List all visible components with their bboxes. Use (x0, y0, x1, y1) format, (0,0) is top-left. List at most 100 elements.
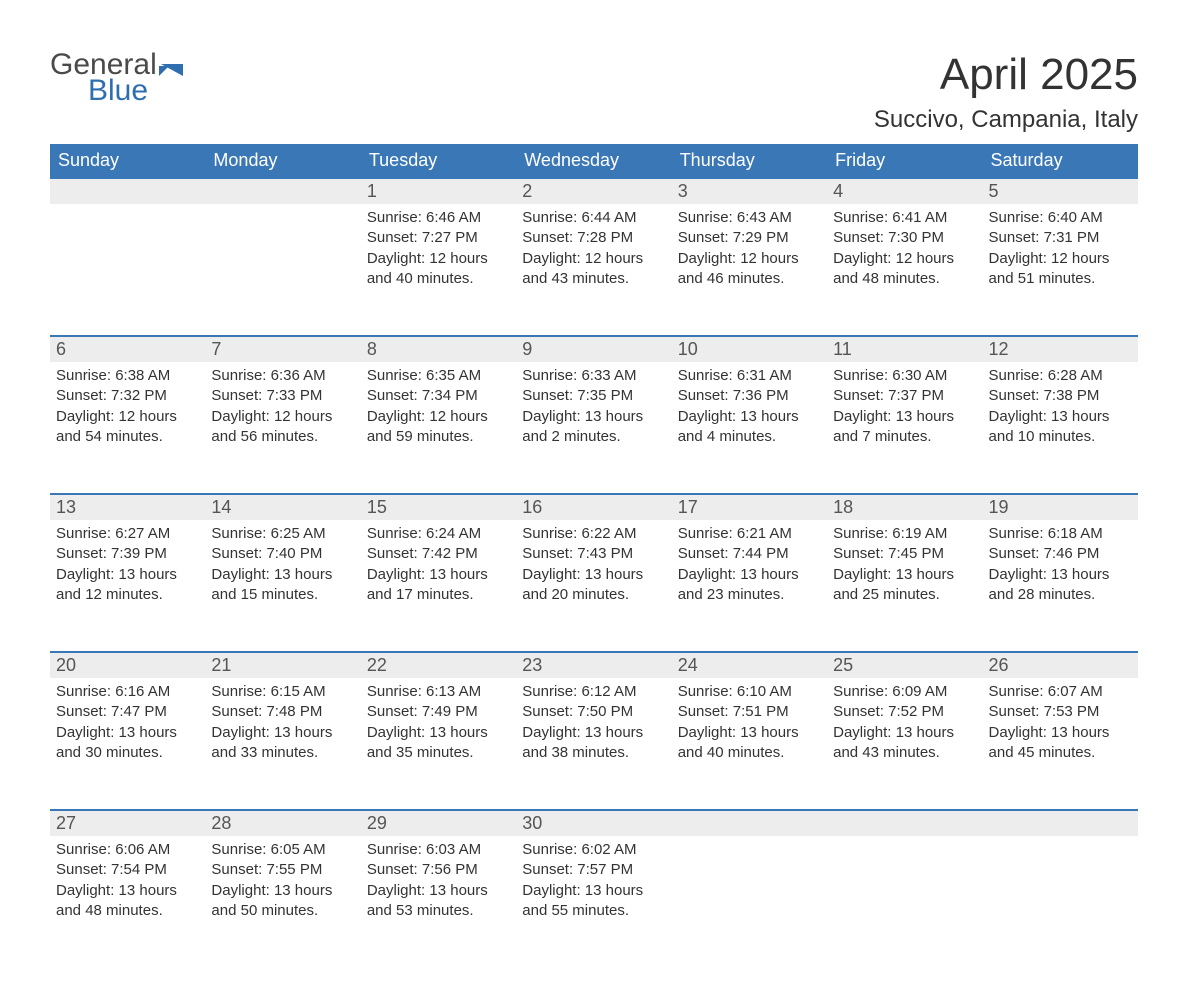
day-details-cell (983, 836, 1138, 968)
day-number: 26 (983, 653, 1138, 678)
day-number: 12 (983, 337, 1138, 362)
day-number: 5 (983, 179, 1138, 204)
day-number-cell: 20 (50, 652, 205, 678)
day-number-cell: 13 (50, 494, 205, 520)
day-number-cell: 4 (827, 178, 982, 204)
day-details-cell: Sunrise: 6:15 AMSunset: 7:48 PMDaylight:… (205, 678, 360, 810)
day-number-cell: 21 (205, 652, 360, 678)
weekday-header: Sunday (50, 144, 205, 178)
day-number: 8 (361, 337, 516, 362)
day-details-cell: Sunrise: 6:33 AMSunset: 7:35 PMDaylight:… (516, 362, 671, 494)
day-details-cell (672, 836, 827, 968)
day-details-cell: Sunrise: 6:30 AMSunset: 7:37 PMDaylight:… (827, 362, 982, 494)
logo-text-2: Blue (50, 76, 183, 106)
day-details-cell: Sunrise: 6:28 AMSunset: 7:38 PMDaylight:… (983, 362, 1138, 494)
day-details-cell: Sunrise: 6:12 AMSunset: 7:50 PMDaylight:… (516, 678, 671, 810)
day-number-cell: 22 (361, 652, 516, 678)
day-details: Sunrise: 6:40 AMSunset: 7:31 PMDaylight:… (983, 204, 1138, 303)
weekday-header: Monday (205, 144, 360, 178)
day-details-cell: Sunrise: 6:46 AMSunset: 7:27 PMDaylight:… (361, 204, 516, 336)
day-number-cell: 12 (983, 336, 1138, 362)
day-number-cell: 19 (983, 494, 1138, 520)
day-details: Sunrise: 6:06 AMSunset: 7:54 PMDaylight:… (50, 836, 205, 935)
day-details-cell: Sunrise: 6:16 AMSunset: 7:47 PMDaylight:… (50, 678, 205, 810)
day-details: Sunrise: 6:10 AMSunset: 7:51 PMDaylight:… (672, 678, 827, 777)
day-number-cell: 15 (361, 494, 516, 520)
day-details-cell: Sunrise: 6:09 AMSunset: 7:52 PMDaylight:… (827, 678, 982, 810)
day-number-cell: 23 (516, 652, 671, 678)
day-details-cell: Sunrise: 6:06 AMSunset: 7:54 PMDaylight:… (50, 836, 205, 968)
day-details-cell: Sunrise: 6:05 AMSunset: 7:55 PMDaylight:… (205, 836, 360, 968)
day-details: Sunrise: 6:46 AMSunset: 7:27 PMDaylight:… (361, 204, 516, 303)
day-number: 21 (205, 653, 360, 678)
day-number: 10 (672, 337, 827, 362)
day-details: Sunrise: 6:03 AMSunset: 7:56 PMDaylight:… (361, 836, 516, 935)
day-details-cell (205, 204, 360, 336)
day-details: Sunrise: 6:36 AMSunset: 7:33 PMDaylight:… (205, 362, 360, 461)
day-number: 13 (50, 495, 205, 520)
day-number-cell: 10 (672, 336, 827, 362)
day-details-cell: Sunrise: 6:21 AMSunset: 7:44 PMDaylight:… (672, 520, 827, 652)
day-details-cell: Sunrise: 6:18 AMSunset: 7:46 PMDaylight:… (983, 520, 1138, 652)
day-details: Sunrise: 6:31 AMSunset: 7:36 PMDaylight:… (672, 362, 827, 461)
day-details: Sunrise: 6:33 AMSunset: 7:35 PMDaylight:… (516, 362, 671, 461)
day-details: Sunrise: 6:43 AMSunset: 7:29 PMDaylight:… (672, 204, 827, 303)
day-number: 18 (827, 495, 982, 520)
day-details: Sunrise: 6:09 AMSunset: 7:52 PMDaylight:… (827, 678, 982, 777)
day-number: 29 (361, 811, 516, 836)
day-details-cell: Sunrise: 6:40 AMSunset: 7:31 PMDaylight:… (983, 204, 1138, 336)
day-details: Sunrise: 6:38 AMSunset: 7:32 PMDaylight:… (50, 362, 205, 461)
day-number-cell: 2 (516, 178, 671, 204)
month-title: April 2025 (874, 50, 1138, 100)
day-number-cell: 30 (516, 810, 671, 836)
day-details: Sunrise: 6:21 AMSunset: 7:44 PMDaylight:… (672, 520, 827, 619)
header: General Blue April 2025 Succivo, Campani… (50, 50, 1138, 134)
day-details-cell: Sunrise: 6:31 AMSunset: 7:36 PMDaylight:… (672, 362, 827, 494)
weekday-header: Tuesday (361, 144, 516, 178)
day-number: 23 (516, 653, 671, 678)
day-number: 11 (827, 337, 982, 362)
day-details: Sunrise: 6:05 AMSunset: 7:55 PMDaylight:… (205, 836, 360, 935)
day-details-cell: Sunrise: 6:38 AMSunset: 7:32 PMDaylight:… (50, 362, 205, 494)
day-details-cell: Sunrise: 6:35 AMSunset: 7:34 PMDaylight:… (361, 362, 516, 494)
day-number-cell: 18 (827, 494, 982, 520)
calendar-header-row: SundayMondayTuesdayWednesdayThursdayFrid… (50, 144, 1138, 178)
day-number-cell: 17 (672, 494, 827, 520)
logo-flag-icon (159, 58, 183, 76)
day-number-cell: 11 (827, 336, 982, 362)
day-number: 3 (672, 179, 827, 204)
day-details: Sunrise: 6:12 AMSunset: 7:50 PMDaylight:… (516, 678, 671, 777)
day-number: 9 (516, 337, 671, 362)
weekday-header: Friday (827, 144, 982, 178)
day-details-cell: Sunrise: 6:44 AMSunset: 7:28 PMDaylight:… (516, 204, 671, 336)
day-number: 24 (672, 653, 827, 678)
day-details-cell: Sunrise: 6:22 AMSunset: 7:43 PMDaylight:… (516, 520, 671, 652)
day-number-cell: 8 (361, 336, 516, 362)
day-number: 20 (50, 653, 205, 678)
day-details: Sunrise: 6:28 AMSunset: 7:38 PMDaylight:… (983, 362, 1138, 461)
day-number-cell: 7 (205, 336, 360, 362)
day-number: 16 (516, 495, 671, 520)
calendar-page: General Blue April 2025 Succivo, Campani… (0, 0, 1188, 1008)
day-number-cell: 1 (361, 178, 516, 204)
day-number: 30 (516, 811, 671, 836)
day-details-cell: Sunrise: 6:13 AMSunset: 7:49 PMDaylight:… (361, 678, 516, 810)
day-details: Sunrise: 6:22 AMSunset: 7:43 PMDaylight:… (516, 520, 671, 619)
day-details-cell (50, 204, 205, 336)
day-number-cell: 14 (205, 494, 360, 520)
day-details: Sunrise: 6:15 AMSunset: 7:48 PMDaylight:… (205, 678, 360, 777)
day-details-cell: Sunrise: 6:25 AMSunset: 7:40 PMDaylight:… (205, 520, 360, 652)
day-number-cell: 3 (672, 178, 827, 204)
day-details: Sunrise: 6:27 AMSunset: 7:39 PMDaylight:… (50, 520, 205, 619)
day-details-cell: Sunrise: 6:24 AMSunset: 7:42 PMDaylight:… (361, 520, 516, 652)
day-details: Sunrise: 6:19 AMSunset: 7:45 PMDaylight:… (827, 520, 982, 619)
day-number-cell: 24 (672, 652, 827, 678)
day-number-cell (827, 810, 982, 836)
day-number-cell: 29 (361, 810, 516, 836)
day-details-cell: Sunrise: 6:03 AMSunset: 7:56 PMDaylight:… (361, 836, 516, 968)
day-details-cell: Sunrise: 6:43 AMSunset: 7:29 PMDaylight:… (672, 204, 827, 336)
day-details: Sunrise: 6:18 AMSunset: 7:46 PMDaylight:… (983, 520, 1138, 619)
day-number-cell (672, 810, 827, 836)
location: Succivo, Campania, Italy (874, 106, 1138, 134)
day-number: 25 (827, 653, 982, 678)
